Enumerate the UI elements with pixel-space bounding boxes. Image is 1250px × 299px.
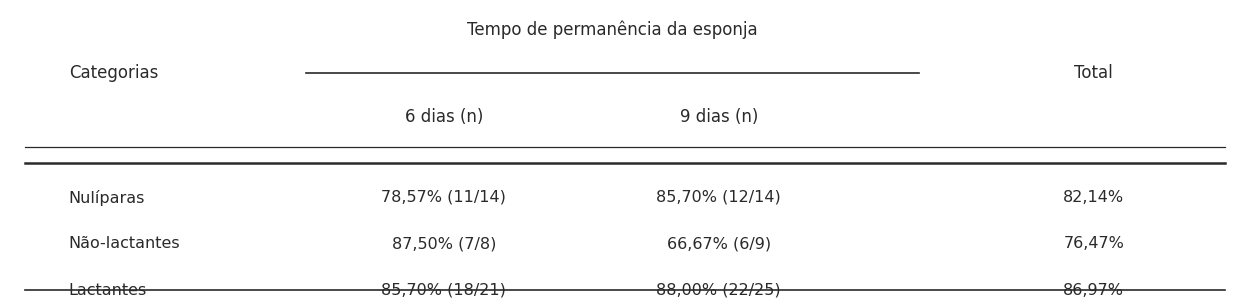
Text: 9 dias (n): 9 dias (n) — [680, 108, 757, 126]
Text: Categorias: Categorias — [69, 64, 158, 82]
Text: 6 dias (n): 6 dias (n) — [405, 108, 482, 126]
Text: 85,70% (12/14): 85,70% (12/14) — [656, 190, 781, 205]
Text: 66,67% (6/9): 66,67% (6/9) — [666, 236, 771, 251]
Text: Total: Total — [1075, 64, 1114, 82]
Text: 76,47%: 76,47% — [1064, 236, 1124, 251]
Text: Lactantes: Lactantes — [69, 283, 148, 298]
Text: 85,70% (18/21): 85,70% (18/21) — [381, 283, 506, 298]
Text: 86,97%: 86,97% — [1064, 283, 1124, 298]
Text: 88,00% (22/25): 88,00% (22/25) — [656, 283, 781, 298]
Text: Tempo de permanência da esponja: Tempo de permanência da esponja — [468, 21, 758, 39]
Text: 82,14%: 82,14% — [1064, 190, 1124, 205]
Text: 78,57% (11/14): 78,57% (11/14) — [381, 190, 506, 205]
Text: Nulíparas: Nulíparas — [69, 190, 145, 206]
Text: 87,50% (7/8): 87,50% (7/8) — [391, 236, 496, 251]
Text: Não-lactantes: Não-lactantes — [69, 236, 180, 251]
